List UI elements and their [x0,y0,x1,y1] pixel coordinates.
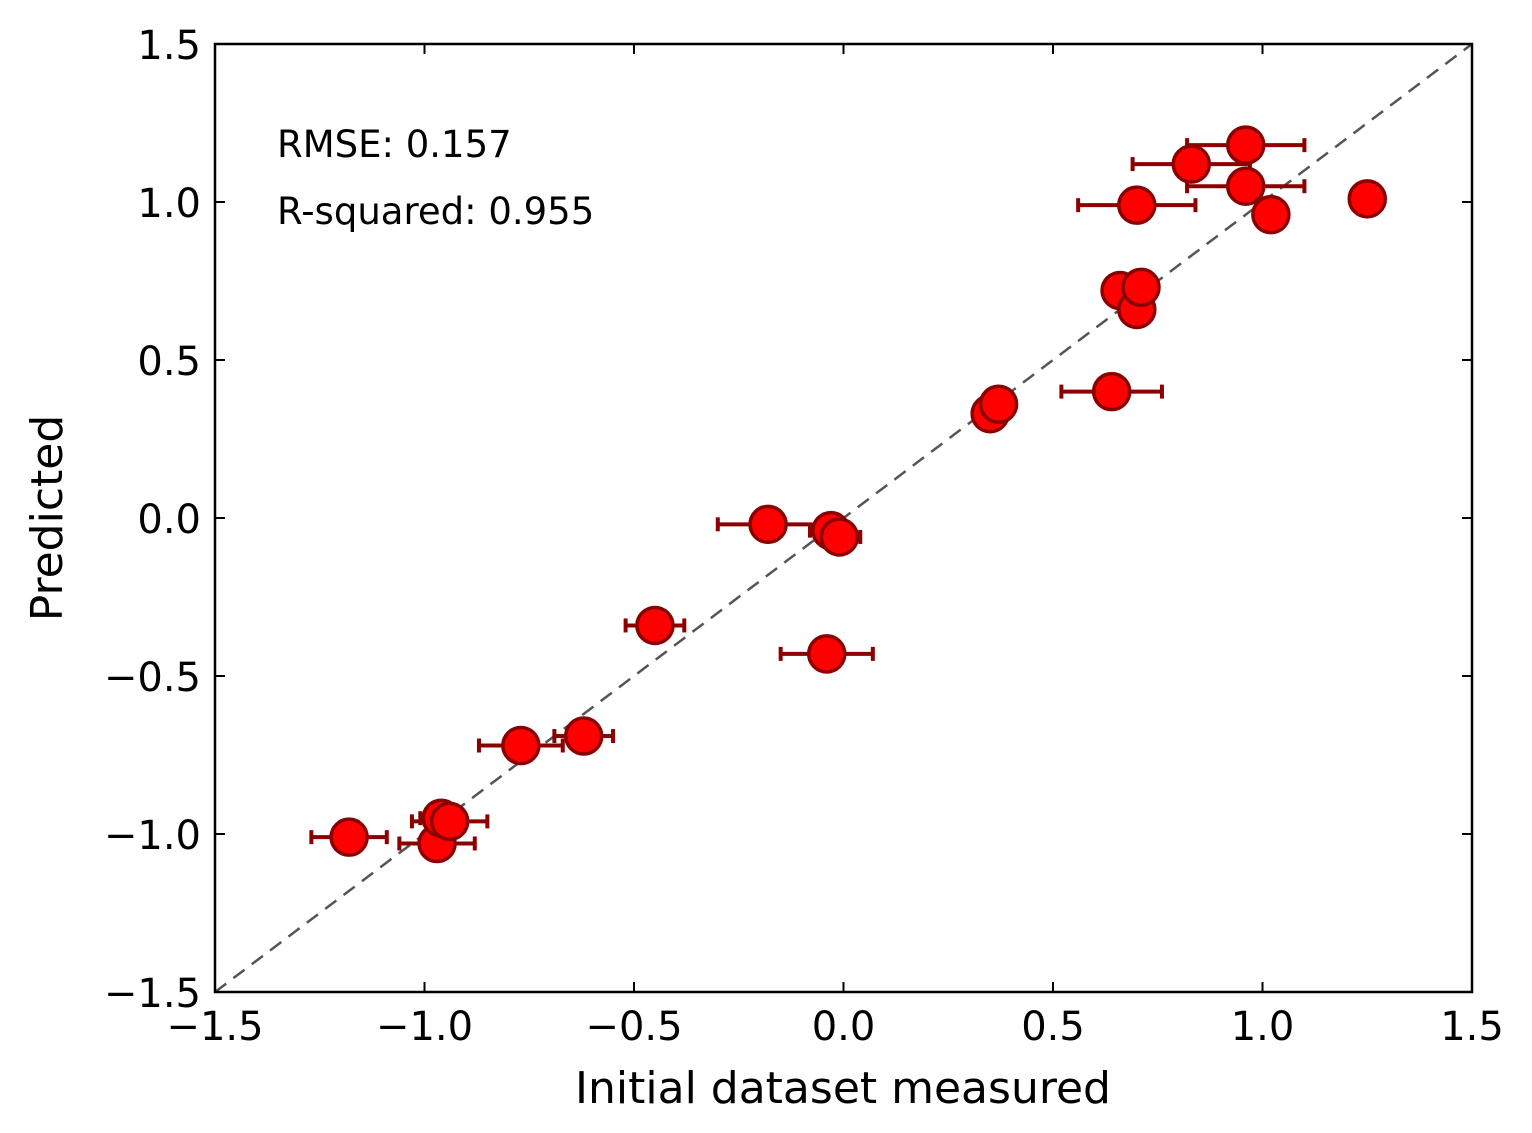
y-axis-title: Predicted [22,415,73,622]
data-point [1251,194,1291,235]
data-point [635,605,675,646]
y-tick-label: −1.0 [104,813,201,859]
data-point [1225,166,1266,206]
data-point [1347,179,1387,219]
y-tick-label: 0.5 [137,339,201,385]
x-tick-label: −0.5 [585,1004,682,1050]
r-squared-annotation: R-squared: 0.955 [277,190,594,233]
data-point [1171,144,1212,184]
data-points-layer [309,125,1387,864]
y-tick-label: −1.5 [104,971,201,1017]
data-point [748,504,788,545]
data-point [1121,267,1161,308]
data-point [501,725,541,766]
x-tick-label: 0.0 [812,1004,876,1050]
x-tick-label: −1.5 [166,1004,263,1050]
y-tick-label: 0.0 [137,497,201,543]
y-tick-label: 1.5 [137,23,201,69]
data-point [978,384,1019,424]
data-point [1117,185,1157,225]
x-tick-label: 1.0 [1231,1004,1295,1050]
data-point [1225,125,1266,165]
x-tick-label: 0.5 [1021,1004,1085,1050]
data-point [1091,371,1132,412]
x-axis-title: Initial dataset measured [575,1063,1111,1114]
data-point [563,716,604,756]
x-tick-label: −1.0 [376,1004,473,1050]
data-point [819,517,860,557]
y-tick-label: −0.5 [104,655,201,701]
data-point [329,817,369,857]
data-point [429,801,470,842]
y-tick-label: 1.0 [137,181,201,227]
data-point [806,634,847,674]
tick-labels: −1.5 −1.0 −0.5 0.0 0.5 1.0 1.5 −1.5 −1.0 −0.5 0.0 0… [104,23,1504,1050]
rmse-annotation: RMSE: 0.157 [277,123,512,166]
plot-frame [213,42,1474,994]
x-tick-label: 1.5 [1440,1004,1504,1050]
